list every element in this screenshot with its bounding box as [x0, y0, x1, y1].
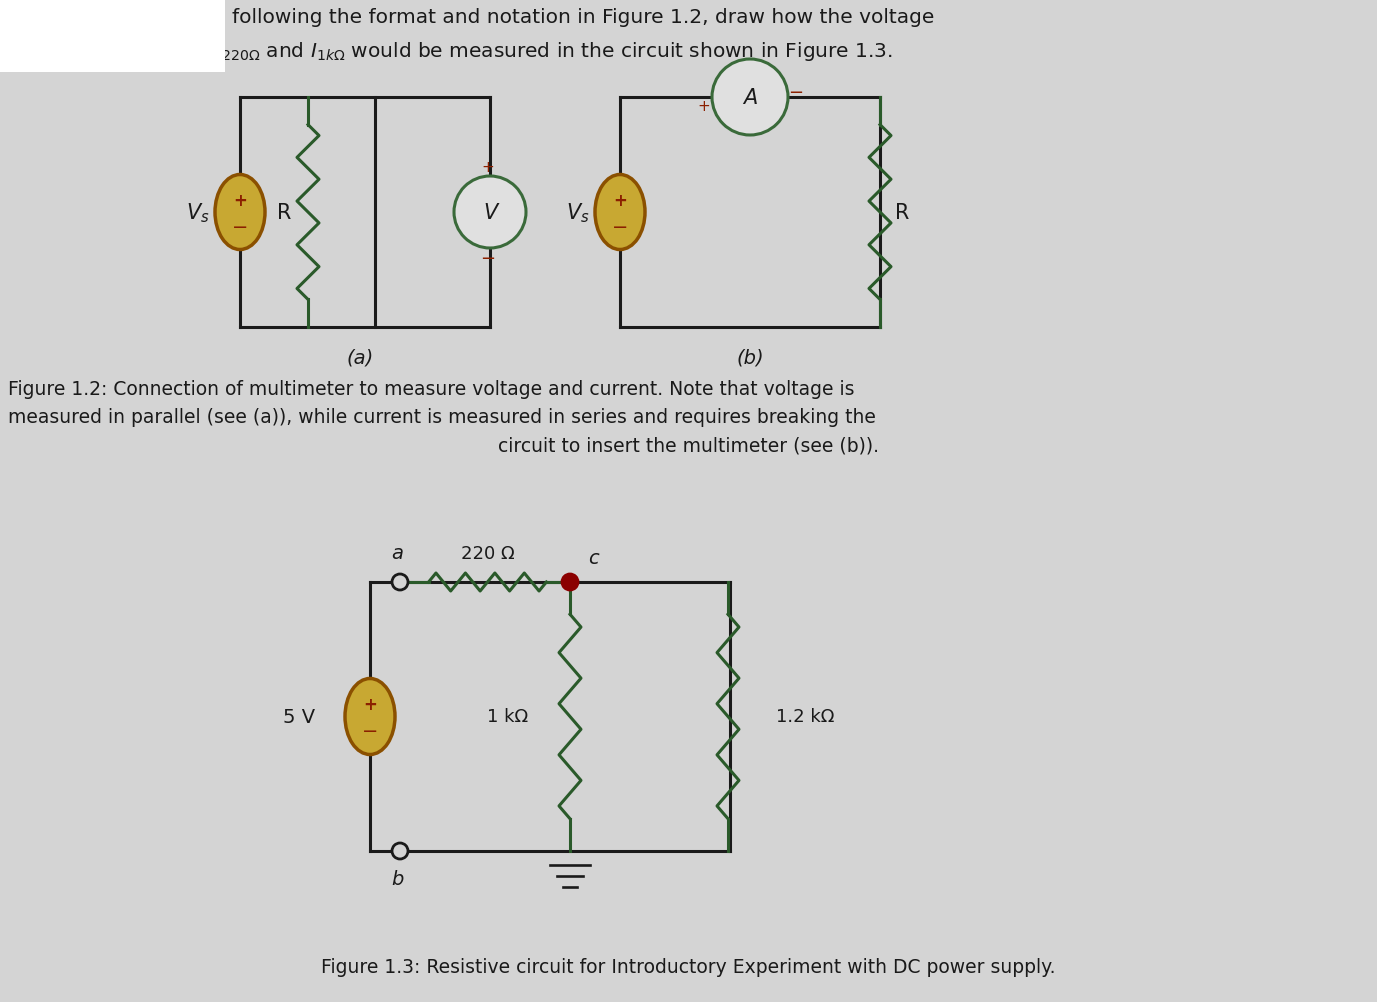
Text: (b): (b) [737, 348, 764, 367]
Circle shape [392, 843, 408, 859]
Circle shape [712, 60, 788, 136]
Text: c: c [588, 548, 599, 567]
Ellipse shape [346, 678, 395, 755]
Text: +: + [698, 98, 711, 113]
Text: R: R [277, 202, 291, 222]
Text: measured in parallel (see (a)), while current is measured in series and requires: measured in parallel (see (a)), while cu… [8, 408, 876, 427]
Circle shape [454, 176, 526, 248]
Text: circuit to insert the multimeter (see (b)).: circuit to insert the multimeter (see (b… [497, 436, 879, 455]
Text: $V_s$: $V_s$ [186, 201, 209, 224]
Text: A: A [742, 88, 757, 108]
Text: following the format and notation in Figure 1.2, draw how the voltage: following the format and notation in Fig… [231, 8, 935, 27]
Ellipse shape [215, 175, 264, 250]
Text: a: a [391, 543, 403, 562]
Text: +: + [482, 159, 494, 174]
Text: 1.2 kΩ: 1.2 kΩ [777, 707, 834, 725]
Circle shape [562, 574, 578, 590]
Text: (a): (a) [347, 348, 373, 367]
Text: −: − [611, 217, 628, 236]
Text: b: b [391, 869, 403, 888]
Text: 1 kΩ: 1 kΩ [487, 707, 527, 725]
Text: −: − [789, 84, 804, 102]
Text: Figure 1.3: Resistive circuit for Introductory Experiment with DC power supply.: Figure 1.3: Resistive circuit for Introd… [321, 957, 1055, 976]
Text: V: V [483, 202, 497, 222]
Text: 220 Ω: 220 Ω [461, 544, 515, 562]
Text: R: R [895, 202, 909, 222]
Text: −: − [481, 249, 496, 268]
FancyBboxPatch shape [0, 0, 224, 73]
Text: −: − [231, 217, 248, 236]
Circle shape [392, 574, 408, 590]
Ellipse shape [595, 175, 644, 250]
Text: +: + [364, 695, 377, 713]
Text: Figure 1.2: Connection of multimeter to measure voltage and current. Note that v: Figure 1.2: Connection of multimeter to … [8, 380, 855, 399]
Text: +: + [233, 191, 246, 209]
Text: $V_s$: $V_s$ [566, 201, 589, 224]
Text: +: + [613, 191, 627, 209]
Text: −: − [362, 721, 379, 740]
Text: 5 V: 5 V [282, 707, 315, 726]
Text: $V_{cb}$ and the currents $I_{220\Omega}$ and $I_{1k\Omega}$ would be measured i: $V_{cb}$ and the currents $I_{220\Omega}… [4, 40, 892, 63]
